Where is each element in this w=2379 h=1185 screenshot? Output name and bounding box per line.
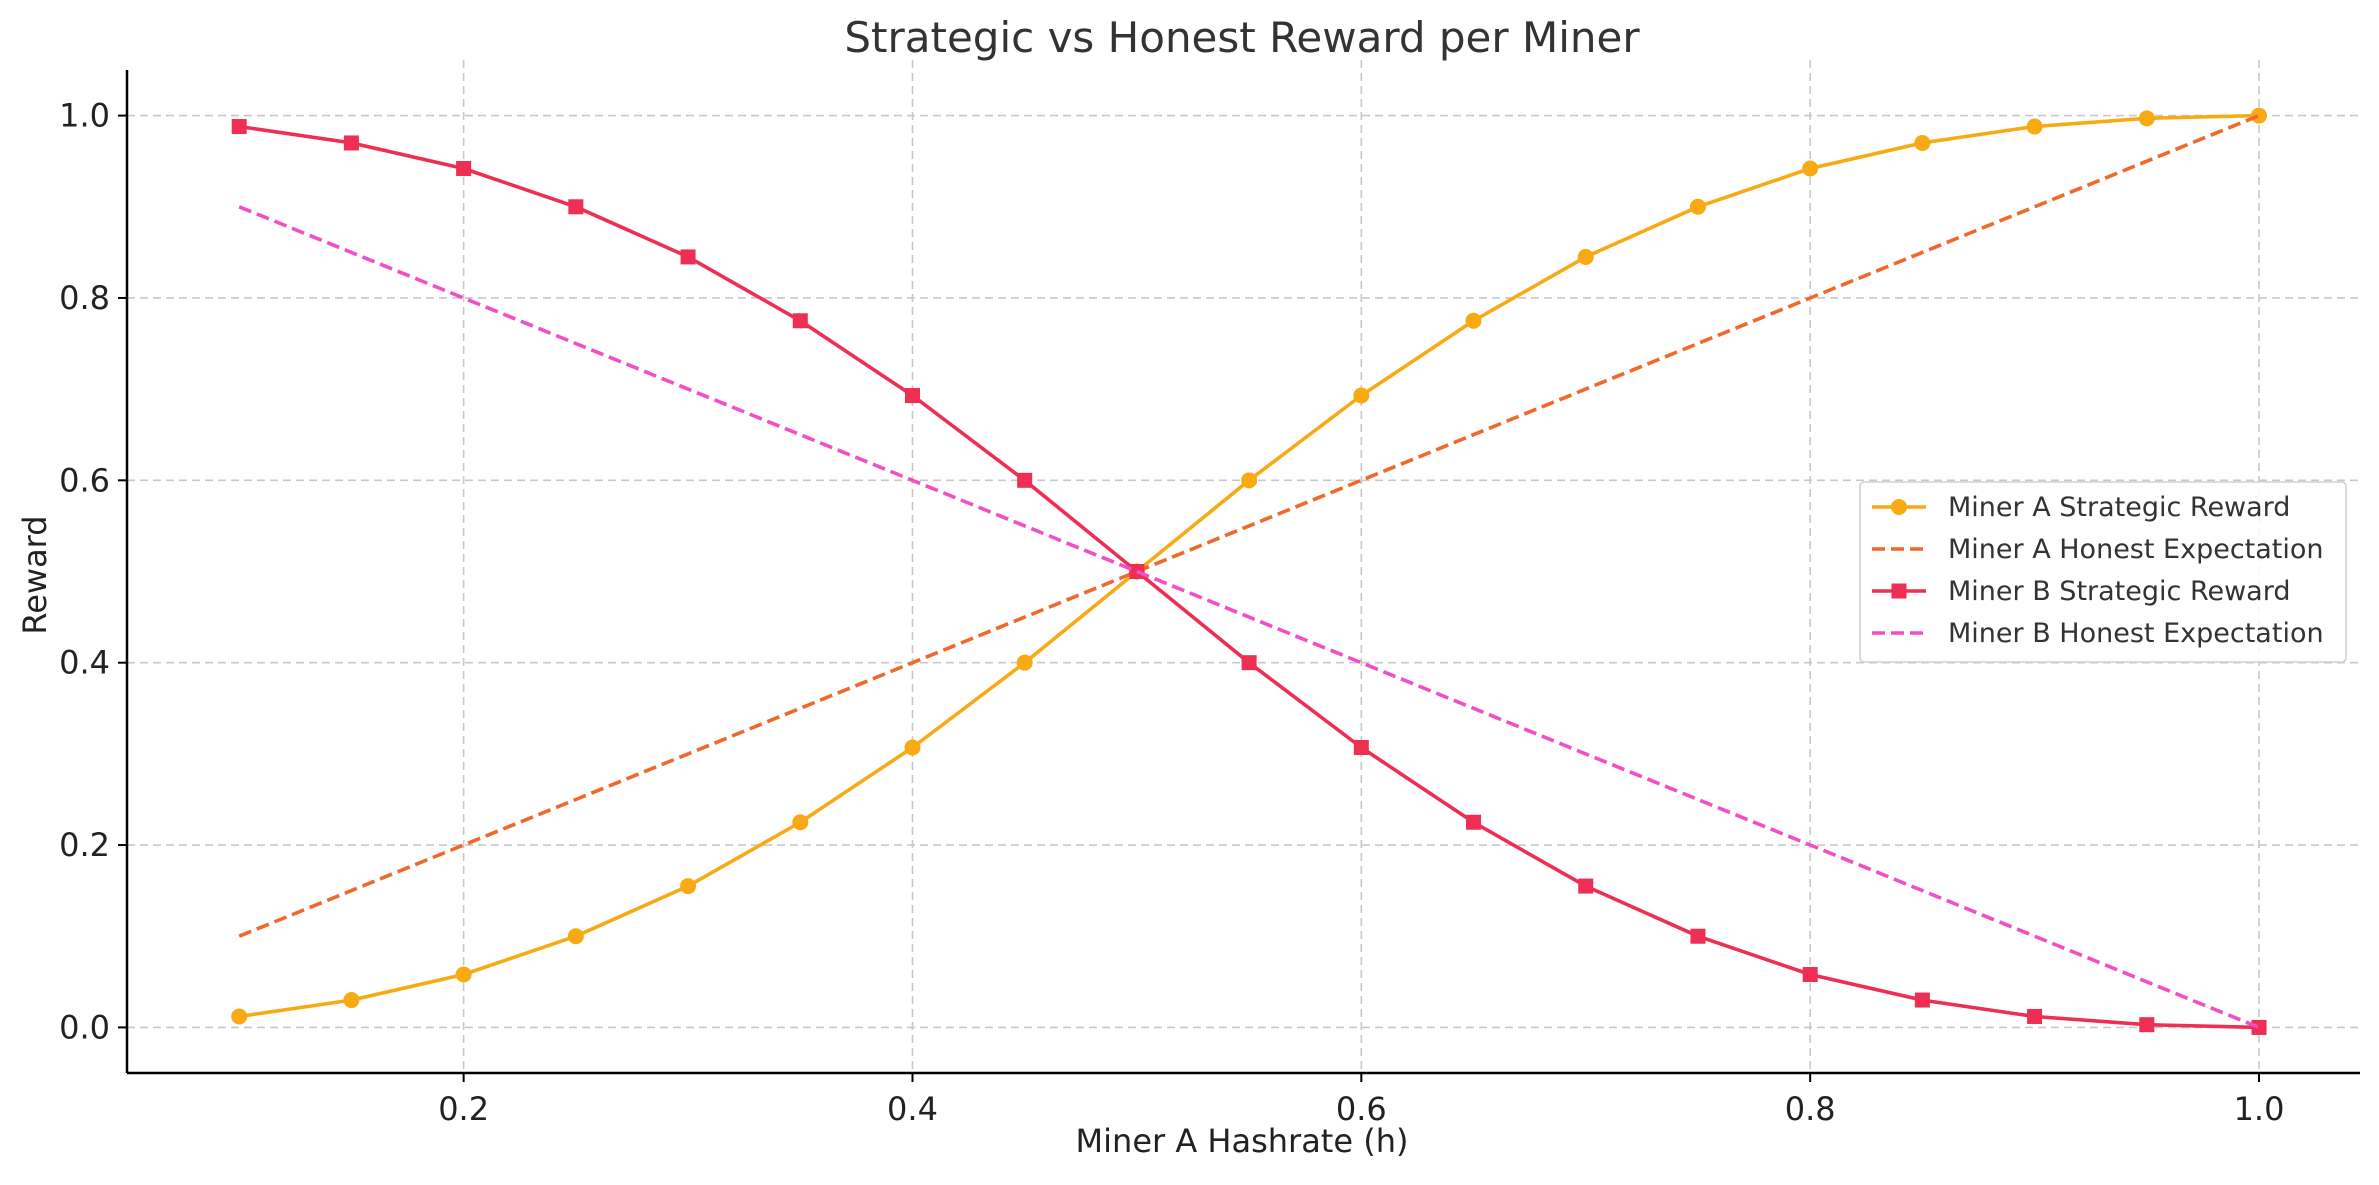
data-point-marker [1914,134,1931,151]
series-miner-a-strategic-reward [231,107,2268,1025]
data-point-marker [1802,967,1818,983]
data-point-marker [1241,472,1258,489]
data-point-marker [2139,1017,2155,1033]
data-point-marker [1241,655,1257,671]
data-point-marker [2027,1008,2043,1024]
series-miner-b-honest-expectation [238,205,2260,1030]
y-tick-label: 1.0 [59,97,110,135]
legend-item-miner-a-honest-expectation: Miner A Honest Expectation [1872,534,2324,565]
y-tick-label: 0.4 [59,644,110,682]
legend-label: Miner A Strategic Reward [1948,492,2290,523]
data-point-marker [2251,107,2268,124]
data-point-marker [343,135,359,151]
legend-marker [1891,499,1907,515]
data-point-marker [567,928,584,945]
data-point-marker [904,388,920,404]
data-point-marker [2138,110,2155,127]
data-point-marker [1017,472,1033,488]
data-point-marker [456,160,472,176]
x-axis-label: Miner A Hashrate (h) [1076,1122,1409,1160]
legend-item-miner-a-strategic-reward: Miner A Strategic Reward [1872,492,2290,523]
x-tick-label: 1.0 [2234,1090,2285,1128]
data-point-marker [792,313,808,329]
data-point-marker [1353,387,1370,404]
chart-title: Strategic vs Honest Reward per Miner [844,13,1640,62]
data-point-marker [1690,928,1706,944]
data-point-marker [1914,992,1930,1008]
series-line [238,205,2260,1030]
data-point-marker [2026,118,2043,135]
legend-item-miner-b-strategic-reward: Miner B Strategic Reward [1872,576,2291,607]
y-tick-label: 0.0 [59,1008,110,1046]
data-point-marker [231,119,247,135]
data-point-marker [1577,248,1594,265]
x-tick-label: 0.4 [887,1090,938,1128]
data-point-marker [792,814,809,831]
data-point-marker [2251,1019,2267,1035]
y-tick-label: 0.6 [59,461,110,499]
data-point-marker [455,966,472,983]
legend: Miner A Strategic Reward Miner A Honest E… [1859,481,2347,663]
x-tick-label: 0.6 [1336,1090,1387,1128]
series-line [238,113,2260,938]
y-axis-label: Reward [16,515,54,634]
y-tick-label: 0.8 [59,279,110,317]
series-group [231,107,2268,1035]
data-point-marker [1689,198,1706,215]
series-miner-b-strategic-reward [231,119,2267,1035]
data-point-marker [680,878,697,895]
data-point-marker [1578,878,1594,894]
series-miner-a-honest-expectation [238,113,2260,938]
legend-item-miner-b-honest-expectation: Miner B Honest Expectation [1872,618,2324,649]
legend-label: Miner B Strategic Reward [1948,576,2291,607]
x-tick-label: 0.8 [1785,1090,1836,1128]
data-point-marker [1465,312,1482,329]
data-point-marker [904,739,921,756]
data-point-marker [1129,564,1145,579]
legend-label: Miner B Honest Expectation [1948,618,2324,649]
legend-label: Miner A Honest Expectation [1948,534,2324,565]
data-point-marker [1016,654,1033,671]
axes: 0.2 0.4 0.6 0.8 1.0 0.0 0.2 0.4 0.6 0.8 1.0 [59,70,2360,1128]
legend-marker [1891,583,1907,599]
data-point-marker [680,249,696,265]
data-point-marker [231,1008,248,1025]
data-point-marker [343,992,360,1009]
data-point-marker [568,199,584,215]
x-tick-label: 0.2 [438,1090,489,1128]
y-tick-label: 0.2 [59,826,110,864]
data-point-marker [1353,739,1369,755]
legend-frame [1859,481,2347,663]
data-point-marker [1466,814,1482,830]
data-point-marker [1802,160,1819,177]
